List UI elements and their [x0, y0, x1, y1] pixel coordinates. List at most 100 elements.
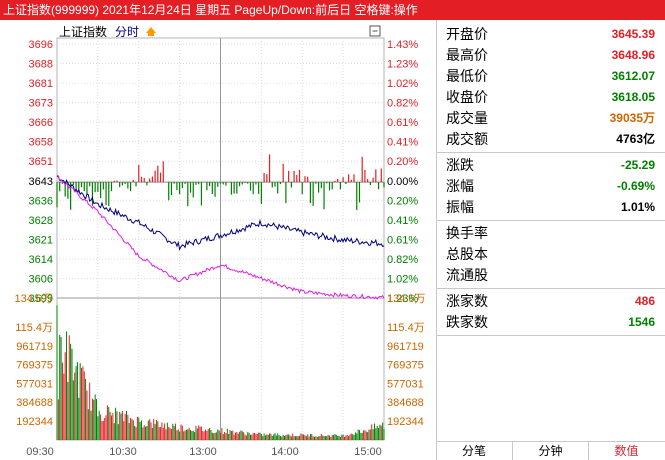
percent-tick-label: 0.82% [387, 98, 418, 110]
extra-row-label: 换手率 [446, 225, 488, 241]
percent-tick-label: 0.20% [387, 156, 418, 168]
stat-row: 成交量 39035万 [436, 108, 665, 129]
chart-header: 上证指数 分时 [59, 24, 381, 39]
volume-tick-label: 192344 [16, 416, 53, 428]
price-tick-label: 3599 [29, 293, 53, 305]
switch-arrow-icon[interactable] [146, 27, 156, 36]
time-tick-label: 14:00 [271, 446, 299, 458]
quote-panel: 开盘价 3645.39 最高价 3648.96 最低价 3612.07 收盘价 3618.05… [436, 20, 665, 460]
change-row: 振幅 1.01% [436, 197, 665, 218]
breadth-row-value: 1546 [628, 315, 655, 329]
price-tick-label: 3658 [29, 137, 53, 149]
volume-tick-label: 961719 [16, 341, 53, 353]
chart-lines [56, 174, 385, 300]
change-row: 涨跌 -25.29 [436, 155, 665, 176]
tabs-divider [436, 441, 665, 442]
percent-tick-label: 0.61% [387, 117, 418, 129]
stat-row-label: 收盘价 [446, 89, 488, 105]
volume-tick-label: 384688 [16, 397, 53, 409]
volume-tick-label: 769375 [16, 360, 53, 372]
price-tick-label: 3606 [29, 273, 53, 285]
percent-tick-label: 1.23% [387, 59, 418, 71]
volume-tick-label: 115.4万 [387, 322, 425, 334]
percent-tick-label: 0.41% [387, 137, 418, 149]
change-row-value: 1.01% [620, 200, 655, 214]
change-row: 涨幅 -0.69% [436, 176, 665, 197]
tab-minutes[interactable]: 分钟 [512, 442, 588, 460]
period-label: 分时 [115, 25, 139, 39]
price-tick-label: 3614 [29, 254, 53, 266]
divider [436, 220, 665, 221]
stat-row-label: 最低价 [446, 68, 488, 84]
stat-row: 开盘价 3645.39 [436, 24, 665, 45]
change-row-label: 涨跌 [446, 157, 474, 173]
time-tick-label: 10:30 [109, 446, 137, 458]
percent-tick-label: 0.41% [387, 215, 418, 227]
stat-row-value: 3648.96 [611, 48, 655, 62]
volume-tick-label: 115.4万 [15, 322, 53, 334]
stat-row-value: 4763亿 [616, 132, 655, 146]
percent-tick-label: 1.43% [387, 39, 418, 51]
price-tick-label: 3636 [29, 195, 53, 207]
stat-row: 成交额 4763亿 [436, 129, 665, 150]
volume-tick-label: 961719 [387, 341, 424, 353]
stat-row: 最高价 3648.96 [436, 45, 665, 66]
price-tick-label: 3688 [29, 59, 53, 71]
window-title: 上证指数(999999) 2021年12月24日 星期五 PageUp/Down… [0, 0, 665, 20]
divider [436, 335, 665, 336]
extra-row: 总股本 [436, 244, 665, 265]
extra-row: 换手率 [436, 223, 665, 244]
percent-tick-label: 1.02% [387, 78, 418, 90]
intraday-chart[interactable]: 上证指数 分时 3696 3688 3681 3673 3666 3658 3651 3643… [0, 20, 436, 460]
time-tick-label: 09:30 [26, 446, 54, 458]
divider [436, 288, 665, 289]
average-line [56, 174, 385, 300]
percent-tick-label: 0.20% [387, 195, 418, 207]
stat-row-value: 3645.39 [611, 27, 655, 41]
percent-tick-label: 0.82% [387, 254, 418, 266]
breadth-row: 跌家数 1546 [436, 312, 665, 333]
volume-tick-label: 577031 [387, 378, 424, 390]
extra-row: 流通股 [436, 265, 665, 286]
change-row-label: 振幅 [446, 199, 474, 215]
stat-row: 最低价 3612.07 [436, 66, 665, 87]
left-price-axis: 3696 3688 3681 3673 3666 3658 3651 3643 3636 3628… [14, 39, 53, 428]
percent-tick-label: 1.02% [387, 273, 418, 285]
percent-tick-label: 0.00% [387, 176, 418, 188]
index-name-label: 上证指数 [59, 24, 107, 39]
stat-row-value: 39035万 [609, 111, 655, 125]
tab-values[interactable]: 数值 [588, 442, 664, 460]
time-tick-label: 13:00 [189, 446, 217, 458]
stat-row-label: 成交量 [446, 110, 488, 126]
stat-row: 收盘价 3618.05 [436, 87, 665, 108]
close-chart-icon[interactable] [369, 25, 381, 37]
volume-max-right: 134.6万 [387, 293, 426, 305]
change-row-label: 涨幅 [446, 178, 474, 194]
price-tick-label: 3666 [29, 117, 53, 129]
change-row-value: -0.69% [616, 179, 655, 193]
price-tick-label: 3696 [29, 39, 53, 51]
time-tick-label: 15:00 [354, 446, 382, 458]
extra-row-label: 总股本 [446, 246, 488, 262]
stat-row-value: 3612.07 [611, 69, 655, 83]
divider [436, 152, 665, 153]
change-row-value: -25.29 [620, 158, 655, 172]
price-tick-label: 3643 [29, 176, 53, 188]
breadth-row-value: 486 [634, 294, 655, 308]
price-tick-label: 3681 [29, 78, 53, 90]
price-line [56, 175, 385, 251]
volume-tick-label: 577031 [16, 378, 53, 390]
percent-tick-label: 1.23% [387, 293, 418, 305]
right-percent-axis: 1.43% 1.23% 1.02% 0.82% 0.61% 0.41% 0.20% 0.00%… [387, 39, 426, 428]
price-tick-label: 3651 [29, 156, 53, 168]
deviation-bars [56, 154, 385, 211]
price-tick-label: 3628 [29, 215, 53, 227]
stat-row-value: 3618.05 [611, 90, 655, 104]
breadth-row: 涨家数 486 [436, 291, 665, 312]
breadth-row-label: 涨家数 [446, 293, 488, 309]
stat-row-label: 成交额 [446, 131, 488, 147]
tab-trades[interactable]: 分笔 [461, 444, 486, 458]
breadth-row-label: 跌家数 [446, 314, 488, 330]
volume-tick-label: 384688 [387, 397, 424, 409]
price-tick-label: 3621 [29, 234, 53, 246]
